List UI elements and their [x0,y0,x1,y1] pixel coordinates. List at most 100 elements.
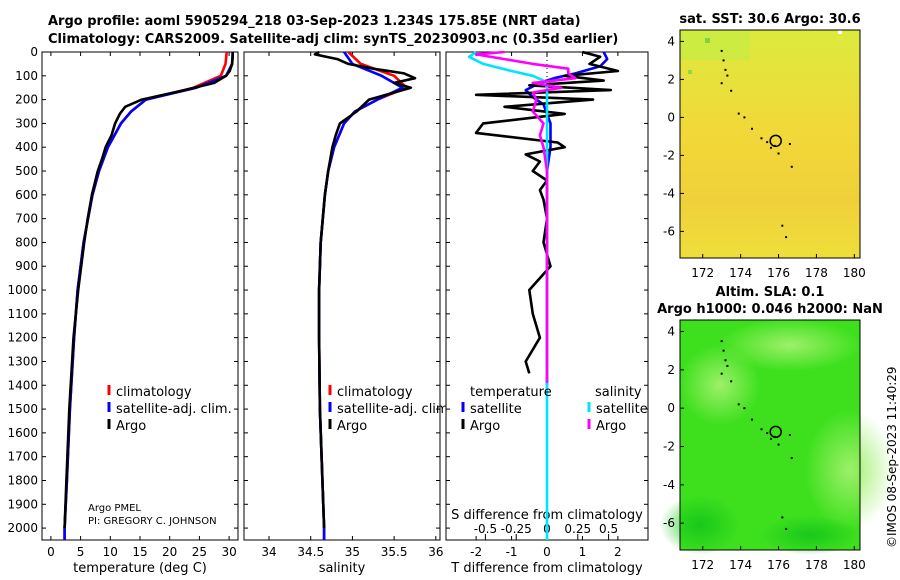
sst_map-ytick-label: -2 [663,148,675,162]
argo-float-position-marker [769,425,782,439]
sla_map-ytick-label: -4 [663,478,675,492]
maps-layer: 172 174 176 178 180 -6 -4 -2 0 2 4 sat. SST: 30.6 A… [657,12,899,572]
temperature-axes-box [41,51,239,541]
sla_map-ytick-label: 2 [667,363,675,377]
sst_map-xtick-label: 178 [805,266,828,280]
salinity-legend-label: climatology [337,385,413,400]
island-coastline-mark [781,224,784,227]
salinity-diff-tick-label: -0.25 [501,522,532,536]
sst-field-cool-patch [680,30,750,60]
island-coastline-mark [751,418,753,421]
sla-field-high-anomaly [720,319,860,371]
depth-tick-label: 1900 [7,497,38,511]
island-coastline-mark [788,434,791,436]
depth-tick-label: 2000 [7,521,38,535]
island-coastline-mark [720,340,723,343]
temperature-xtick-label: 25 [192,545,207,559]
depth-tick-label: 600 [15,188,38,202]
anomaly-legend-header-salinity: salinity [595,385,642,400]
depth-tick-label: 200 [15,93,38,107]
island-coastline-mark [743,407,746,410]
temperature-legend-label: satellite-adj. clim. [116,402,232,417]
imos-timestamp: ©IMOS 08-Sep-2023 11:40:29 [885,366,899,548]
temperature-legend-label: climatology [116,385,192,400]
anomaly-legend-label: Argo [596,419,626,434]
depth-tick-label: 300 [15,116,38,130]
salinity-xlabel: salinity [319,561,366,576]
island-coastline-mark [777,443,780,446]
salinity-xtick-label: 36 [428,545,443,559]
figure-title-line1: Argo profile: aoml 5905294_218 03-Sep-20… [48,14,581,29]
island-coastline-mark [751,127,753,130]
depth-tick-label: 700 [15,212,38,226]
island-coastline-mark [720,372,723,375]
temperature-panel: 0100200300400500600700800900100011001200… [7,45,239,576]
sla_map-panel: 172 174 176 178 180 -6 -4 -2 0 2 4 Altim. SLA: 0.1 A… [657,285,895,572]
depth-tick-label: 1200 [7,331,38,345]
sla_map-xtick-label: 174 [729,558,752,572]
sst-field-pixel [838,30,842,34]
anomaly-legend-label: Argo [470,419,500,434]
sst-field [680,30,860,258]
island-coastline-mark [777,152,780,155]
sla-field-high-anomaly [805,410,895,530]
sla_map-axes-box [679,319,861,551]
salinity-xtick-label: 35 [345,545,360,559]
depth-tick-label: 1400 [7,378,38,392]
temperature-xtick-label: 20 [162,545,177,559]
sla_map-xtick-label: 172 [691,558,714,572]
salinity-series-argo [313,50,417,529]
sst_map-xtick-label: 180 [843,266,866,280]
island-coastline-mark [724,68,727,71]
island-coastline-mark [785,236,788,239]
credit-line1: Argo PMEL [88,503,141,514]
island-coastline-mark [781,516,784,519]
island-coastline-mark [724,359,727,362]
island-coastline-mark [730,89,733,92]
sla-map-title-line1: Altim. SLA: 0.1 [716,285,825,300]
anomaly-series-salinity-argo [474,50,577,383]
salinity-diff-tick-label: 0.5 [599,522,618,536]
anomaly-legend-label: satellite [470,402,522,417]
sst_map-ytick-label: 0 [667,110,675,124]
sla-field-low-anomaly [760,515,860,555]
temperature-xtick-label: 15 [132,545,147,559]
depth-tick-label: 1800 [7,473,38,487]
depth-tick-label: 1000 [7,283,38,297]
island-coastline-mark [760,137,763,140]
sst_map-panel: 172 174 176 178 180 -6 -4 -2 0 2 4 sat. SST: 30.6 A… [663,12,866,280]
sst_map-xtick-label: 172 [691,266,714,280]
anomaly-xtick-label: -2 [470,545,482,559]
sla_map-xtick-label: 180 [843,558,866,572]
depth-tick-label: 0 [30,45,38,59]
sst-field-pixel [705,38,710,43]
salinity-xtick-label: 34 [261,545,276,559]
depth-tick-label: 1700 [7,450,38,464]
temperature-xtick-label: 10 [103,545,118,559]
island-coastline-mark [785,527,788,530]
salinity-panel: 34 34.5 35 35.5 36 salinity climatology satelli… [243,50,453,576]
sla_map-xtick-label: 176 [767,558,790,572]
sst_map-xtick-label: 176 [767,266,790,280]
island-coastline-mark [766,432,769,435]
sst_map-ytick-label: -6 [663,224,675,238]
depth-tick-label: 400 [15,140,38,154]
island-coastline-mark [790,457,793,459]
temperature-xlabel: temperature (deg C) [73,561,207,576]
depth-tick-label: 900 [15,259,38,273]
salinity-axes-box [243,51,441,541]
sst_map-ytick-label: -4 [663,186,675,200]
island-coastline-mark [726,365,729,367]
sst_map-ytick-label: 4 [667,34,675,48]
sst-field-pixel [688,70,692,74]
island-coastline-mark [743,116,746,119]
argo-float-position-marker [769,134,782,148]
island-coastline-mark [769,146,772,149]
anomaly-legend-header-temperature: temperature [470,385,552,400]
depth-tick-label: 1300 [7,354,38,368]
profiles-layer: 0100200300400500600700800900100011001200… [7,45,649,576]
island-coastline-mark [720,49,723,52]
salinity-xtick-label: 34.5 [297,545,324,559]
anomaly-xtick-label: 0 [543,545,551,559]
